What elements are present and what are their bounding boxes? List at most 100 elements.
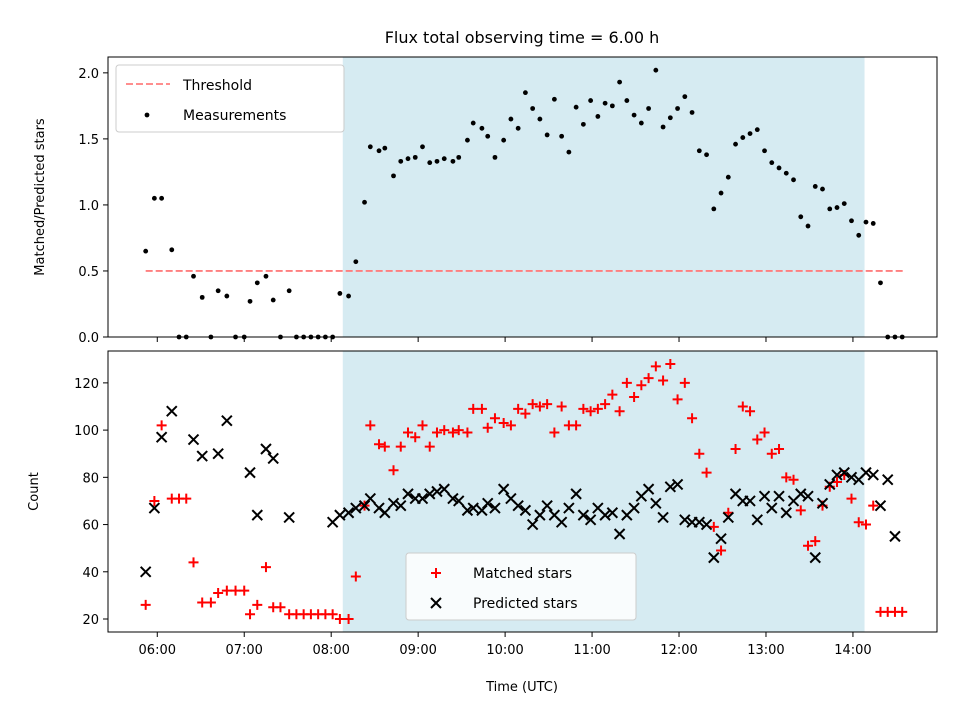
matched-star-point	[534, 401, 545, 412]
measurement-point	[353, 259, 359, 265]
predicted-star-point	[283, 511, 295, 524]
predicted-star-point	[416, 492, 429, 505]
measurement-point	[863, 219, 869, 225]
predicted-star-point	[155, 431, 168, 443]
matched-star-point	[230, 585, 241, 596]
predicted-star-point	[824, 478, 836, 491]
predicted-star-point	[700, 518, 713, 531]
predicted-star-point	[461, 504, 474, 517]
matched-star-point	[205, 597, 216, 608]
measurement-point	[856, 232, 862, 238]
matched-star-point	[140, 599, 151, 610]
matched-star-point	[571, 420, 582, 431]
matched-star-point	[672, 394, 683, 405]
predicted-star-point	[650, 497, 662, 510]
axes-frame	[107, 56, 938, 338]
matched-star-point	[188, 557, 199, 568]
measurement-point	[602, 100, 608, 106]
predicted-star-point	[497, 483, 510, 495]
legend-measurements-swatch	[144, 112, 150, 118]
measurement-point	[412, 154, 418, 160]
predicted-star-point	[874, 499, 887, 512]
measurement-point	[420, 144, 425, 150]
predicted-star-point	[166, 405, 178, 417]
predicted-star-point	[196, 450, 208, 462]
panel-count: 20 40 60 80 100 120 06:00 07:00 08:00 09:00 10:00 1…	[27, 350, 938, 658]
predicted-star-point	[838, 466, 850, 479]
measurement-point	[783, 170, 789, 176]
predicted-star-point	[453, 495, 465, 507]
predicted-star-point	[342, 507, 355, 519]
matched-star-point	[365, 420, 376, 431]
predicted-star-point	[860, 466, 872, 479]
x-tick-label: 12:00	[660, 643, 697, 658]
matched-star-point	[853, 517, 864, 528]
matched-star-point	[701, 467, 712, 478]
measurement-point	[337, 291, 343, 296]
matched-star-point	[636, 380, 647, 391]
matched-star-point	[197, 597, 208, 608]
measurement-point	[551, 96, 557, 102]
measurement-point	[566, 149, 572, 155]
predicted-star-point	[402, 488, 414, 500]
predicted-star-point	[379, 507, 391, 519]
predicted-star-point	[187, 433, 200, 446]
matched-star-point	[489, 413, 500, 424]
predicted-star-point	[387, 497, 400, 510]
x-tick-label: 10:00	[486, 643, 523, 658]
measurement-point	[286, 288, 292, 294]
matched-star-point	[629, 392, 640, 403]
measurement-point	[595, 114, 601, 119]
measurement-point	[247, 298, 253, 304]
legend: Matched stars Predicted stars	[405, 552, 637, 621]
measurement-point	[382, 145, 388, 151]
matched-star-point	[447, 427, 458, 438]
y-tick-label: 60	[82, 519, 99, 534]
chart-title: Flux total observing time = 6.00 h	[385, 28, 660, 47]
matched-star-point	[453, 425, 464, 436]
matched-star-point	[424, 441, 435, 452]
measurement-point	[754, 127, 760, 133]
predicted-star-point	[802, 490, 814, 502]
legend-threshold-label: Threshold	[182, 78, 252, 94]
x-axis-label: Time (UTC)	[485, 680, 558, 695]
measurement-point	[675, 106, 680, 111]
predicted-star-point	[563, 502, 575, 514]
matched-star-point	[239, 585, 250, 596]
measurement-point	[638, 120, 644, 126]
matched-star-point	[658, 375, 669, 386]
matched-star-point	[468, 403, 479, 414]
predicted-star-point	[606, 507, 619, 519]
matched-star-point	[831, 477, 842, 488]
x-tick-label: 06:00	[139, 643, 176, 658]
measurement-point	[508, 116, 514, 122]
measurement-point	[559, 133, 565, 139]
measurement-point	[405, 156, 411, 162]
matched-star-point	[527, 399, 538, 410]
predicted-star-point	[364, 492, 377, 505]
matched-star-point	[795, 505, 806, 516]
measurement-point	[704, 152, 709, 158]
measurement-point	[820, 186, 825, 192]
predicted-star-point	[534, 509, 546, 521]
measurement-point	[544, 132, 550, 138]
matched-star-point	[221, 585, 232, 596]
measurement-point	[346, 293, 351, 299]
measurement-point	[159, 195, 165, 201]
predicted-star-point	[482, 497, 494, 510]
measurement-point	[827, 206, 833, 212]
matched-star-point	[403, 427, 414, 438]
matched-star-point	[431, 427, 442, 438]
panel-ratio: 0.0 0.5 1.0 1.5 2.0 Matched/Predicted stars Th…	[33, 56, 938, 346]
x-tick-label: 13:00	[747, 643, 784, 658]
matched-star-point	[766, 448, 777, 459]
x-tick-label: 07:00	[225, 643, 262, 658]
measurement-point	[805, 223, 811, 229]
matched-star-point	[846, 493, 857, 504]
measurement-point	[624, 98, 630, 103]
legend-predicted-label: Predicted stars	[473, 596, 578, 612]
measurement-point	[522, 90, 528, 96]
matched-star-point	[578, 403, 589, 414]
predicted-star-point	[642, 483, 655, 495]
